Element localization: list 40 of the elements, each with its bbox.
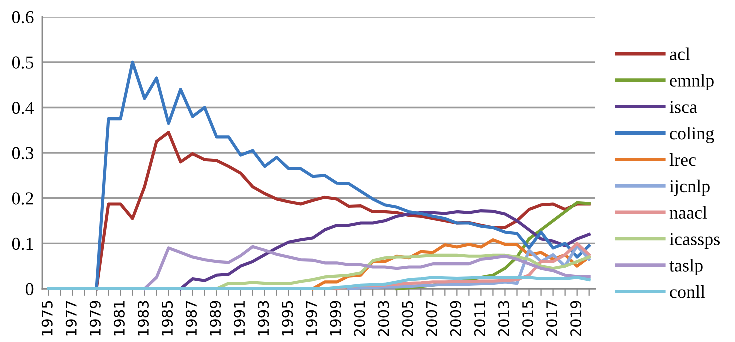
x-tick-label: 2015: [522, 301, 534, 336]
x-tick-label: 2003: [378, 301, 390, 336]
legend-label: taslp: [670, 259, 703, 276]
y-tick-label: 0.3: [12, 147, 34, 160]
x-tick-label: 1991: [234, 301, 246, 336]
y-tick-label: 0.1: [12, 238, 34, 250]
x-tick-label: 2019: [570, 301, 582, 336]
x-tick-label: 1979: [90, 301, 101, 336]
x-tick-label: 2007: [426, 301, 438, 336]
y-tick-label: 0.2: [12, 192, 34, 205]
legend-label: coling: [670, 127, 714, 144]
legend-label: icassps: [670, 233, 720, 250]
legend-label: naacl: [670, 206, 708, 220]
x-tick-label: 1993: [258, 301, 270, 336]
legend-label: ijcnlp: [670, 180, 710, 196]
x-tick-label: 2001: [354, 301, 366, 336]
x-tick-label: 1975: [42, 301, 53, 336]
x-tick-label: 1977: [66, 301, 77, 336]
legend-label: acl: [670, 48, 690, 60]
legend-label: isca: [670, 101, 698, 114]
y-tick-label: 0.5: [12, 56, 34, 69]
legend-label: emnlp: [670, 74, 714, 91]
x-tick-label: 1999: [330, 301, 342, 336]
legend-label: lrec: [670, 153, 696, 166]
x-tick-label: 2017: [546, 301, 558, 336]
x-tick-label: 1981: [114, 301, 125, 336]
x-tick-label: 2013: [498, 301, 510, 336]
x-tick-label: 2005: [402, 301, 414, 336]
y-tick-label: 0.6: [12, 11, 34, 24]
x-tick-label: 1983: [138, 301, 149, 336]
x-tick-label: 2011: [474, 301, 486, 336]
x-tick-label: 1995: [282, 301, 294, 336]
y-tick-label: 0.4: [12, 102, 34, 114]
x-tick-label: 1987: [186, 301, 198, 336]
x-tick-label: 2009: [450, 301, 462, 336]
x-tick-label: 1989: [210, 301, 222, 336]
y-tick-label: 0: [26, 283, 34, 296]
legend-label: conll: [670, 286, 706, 298]
x-tick-label: 1997: [306, 301, 318, 336]
x-tick-label: 1985: [162, 301, 174, 336]
